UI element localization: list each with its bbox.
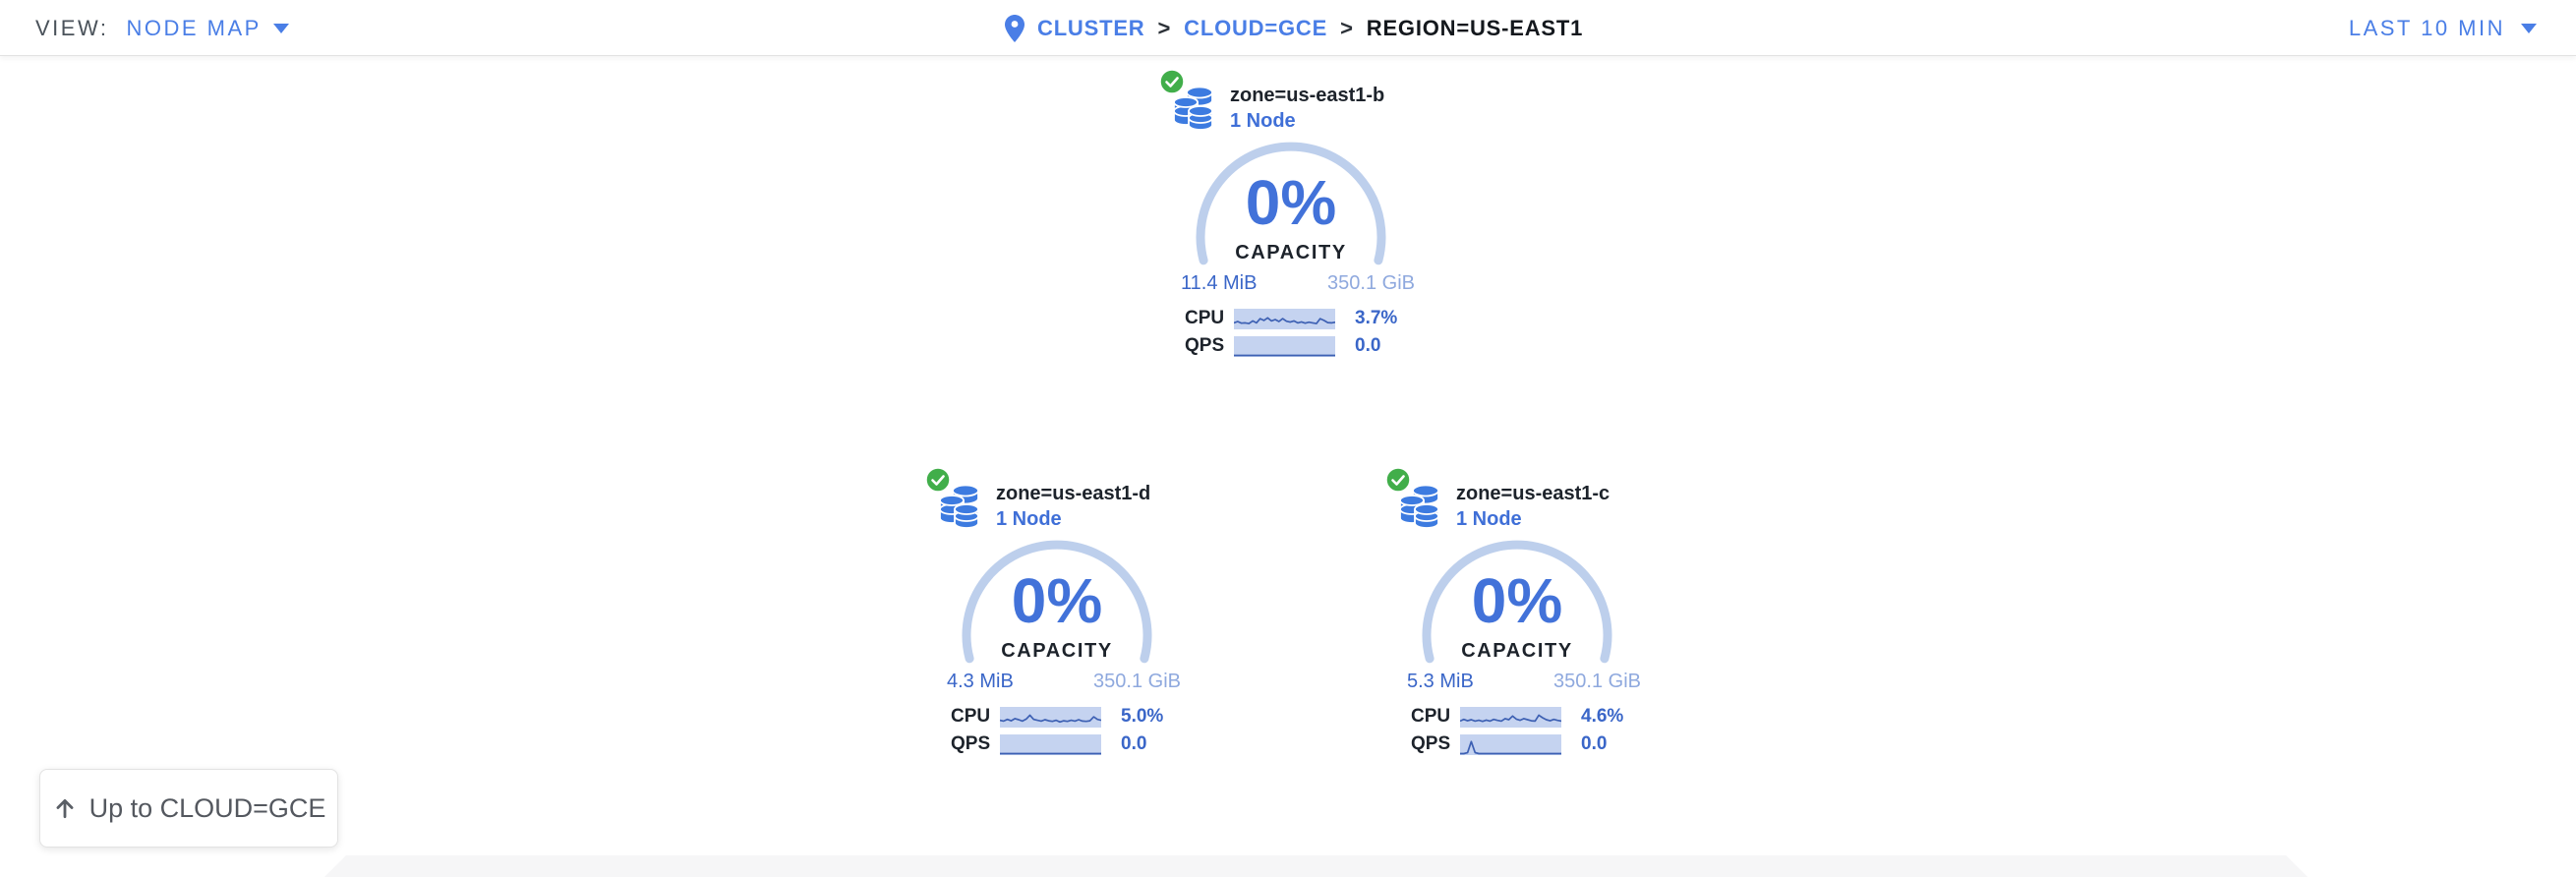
zone-node-count: 1 Node xyxy=(1230,110,1296,132)
cpu-label: CPU xyxy=(1411,706,1451,727)
capacity-arc xyxy=(1196,142,1386,265)
capacity-total: 350.1 GiB xyxy=(1553,671,1641,692)
nodes-stack-icon xyxy=(939,484,979,529)
breadcrumb-separator: > xyxy=(1157,15,1172,40)
cpu-sparkline xyxy=(1460,706,1561,728)
capacity-used: 11.4 MiB xyxy=(1181,272,1258,294)
nodes-stack-icon xyxy=(1399,484,1439,529)
breadcrumb-cluster[interactable]: CLUSTER xyxy=(1037,15,1145,40)
qps-sparkline xyxy=(1000,733,1101,755)
qps-stat-row: QPS 0.0 xyxy=(1411,733,1607,755)
capacity-arc xyxy=(1422,540,1612,664)
cpu-label: CPU xyxy=(951,706,991,727)
up-to-cloud-gce-button[interactable]: Up to CLOUD=GCE xyxy=(39,769,338,848)
time-range-value: LAST 10 MIN xyxy=(2348,15,2505,40)
cpu-value: 5.0% xyxy=(1121,706,1164,727)
capacity-label: CAPACITY xyxy=(1235,242,1347,263)
topbar: VIEW: NODE MAP CLUSTER > CLOUD=GCE > REG… xyxy=(0,0,2576,56)
capacity-values: 5.3 MiB 350.1 GiB xyxy=(1407,671,1641,693)
qps-sparkline xyxy=(1234,335,1335,357)
zone-title: zone=us-east1-b xyxy=(1230,85,1385,106)
up-button-label: Up to CLOUD=GCE xyxy=(88,792,326,823)
cpu-stat-row: CPU 5.0% xyxy=(951,706,1163,728)
arrow-up-icon xyxy=(56,799,74,819)
chevron-down-icon xyxy=(272,23,289,33)
capacity-used: 5.3 MiB xyxy=(1407,671,1474,692)
qps-label: QPS xyxy=(1411,733,1451,754)
cpu-value: 3.7% xyxy=(1355,308,1398,328)
qps-value: 0.0 xyxy=(1355,335,1381,356)
capacity-label: CAPACITY xyxy=(1461,640,1573,662)
zone-card-us-east1-c[interactable]: zone=us-east1-c 1 Node 0% CAPACITY 5.3 M… xyxy=(1340,459,1694,766)
zone-node-count: 1 Node xyxy=(996,508,1062,530)
cpu-value: 4.6% xyxy=(1581,706,1624,727)
capacity-percentage: 0% xyxy=(1471,565,1563,636)
healthy-status-icon xyxy=(925,467,951,493)
capacity-percentage: 0% xyxy=(1245,167,1337,238)
cpu-sparkline xyxy=(1234,308,1335,329)
cpu-label: CPU xyxy=(1185,308,1225,328)
time-range-dropdown[interactable]: LAST 10 MIN xyxy=(2349,0,2537,56)
capacity-arc xyxy=(962,540,1152,664)
capacity-values: 11.4 MiB 350.1 GiB xyxy=(1181,272,1415,295)
breadcrumb-cloud-gce[interactable]: CLOUD=GCE xyxy=(1184,15,1328,40)
zone-card-us-east1-b[interactable]: zone=us-east1-b 1 Node 0% CAPACITY 11.4 … xyxy=(1114,61,1468,368)
capacity-used: 4.3 MiB xyxy=(947,671,1014,692)
capacity-gauge: 0% CAPACITY xyxy=(1193,142,1389,279)
healthy-status-icon xyxy=(1159,69,1185,94)
capacity-gauge: 0% CAPACITY xyxy=(1419,540,1615,677)
qps-label: QPS xyxy=(1185,335,1225,356)
nodes-stack-icon xyxy=(1173,86,1213,131)
zone-title: zone=us-east1-d xyxy=(996,483,1151,504)
capacity-total: 350.1 GiB xyxy=(1093,671,1181,692)
capacity-label: CAPACITY xyxy=(1001,640,1113,662)
qps-stat-row: QPS 0.0 xyxy=(951,733,1146,755)
qps-sparkline xyxy=(1460,733,1561,755)
view-dropdown[interactable]: NODE MAP xyxy=(126,15,289,41)
breadcrumb: CLUSTER > CLOUD=GCE > REGION=US-EAST1 xyxy=(1005,0,1583,56)
bottom-summary-panel-edge xyxy=(324,855,2308,877)
capacity-gauge: 0% CAPACITY xyxy=(959,540,1155,677)
breadcrumb-separator: > xyxy=(1340,15,1354,40)
qps-value: 0.0 xyxy=(1581,733,1608,754)
qps-value: 0.0 xyxy=(1121,733,1147,754)
cpu-sparkline xyxy=(1000,706,1101,728)
cpu-stat-row: CPU 3.7% xyxy=(1185,308,1397,329)
view-selector-group: VIEW: NODE MAP xyxy=(35,0,289,56)
view-dropdown-value: NODE MAP xyxy=(126,15,262,40)
qps-label: QPS xyxy=(951,733,991,754)
healthy-status-icon xyxy=(1385,467,1411,493)
capacity-percentage: 0% xyxy=(1011,565,1103,636)
cpu-stat-row: CPU 4.6% xyxy=(1411,706,1623,728)
qps-stat-row: QPS 0.0 xyxy=(1185,335,1380,357)
zone-node-count: 1 Node xyxy=(1456,508,1522,530)
location-pin-icon xyxy=(1005,14,1025,42)
zone-title: zone=us-east1-c xyxy=(1456,483,1610,504)
capacity-values: 4.3 MiB 350.1 GiB xyxy=(947,671,1181,693)
view-label: VIEW: xyxy=(35,15,109,40)
zone-card-us-east1-d[interactable]: zone=us-east1-d 1 Node 0% CAPACITY 4.3 M… xyxy=(880,459,1234,766)
breadcrumb-region-current: REGION=US-EAST1 xyxy=(1366,15,1584,40)
chevron-down-icon xyxy=(2521,23,2537,33)
capacity-total: 350.1 GiB xyxy=(1327,272,1415,294)
